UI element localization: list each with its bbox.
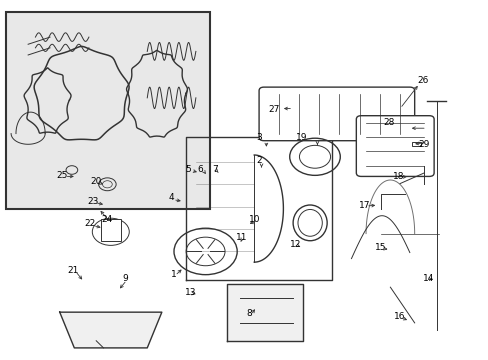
Text: 21: 21 — [67, 266, 79, 275]
FancyBboxPatch shape — [259, 87, 414, 141]
Text: 5: 5 — [185, 165, 191, 174]
Text: 18: 18 — [392, 172, 404, 181]
Polygon shape — [60, 312, 162, 348]
Text: 29: 29 — [418, 140, 429, 149]
Text: 4: 4 — [168, 193, 174, 202]
Text: 6: 6 — [198, 165, 203, 174]
Text: 19: 19 — [296, 133, 307, 142]
Bar — [101, 219, 120, 241]
Text: 14: 14 — [422, 274, 433, 283]
Polygon shape — [227, 284, 302, 341]
Text: 22: 22 — [84, 219, 95, 228]
Text: 25: 25 — [56, 171, 68, 180]
Text: 3: 3 — [256, 132, 262, 141]
Text: 17: 17 — [359, 201, 370, 210]
Text: 16: 16 — [393, 312, 405, 321]
Text: 26: 26 — [417, 76, 428, 85]
Bar — [6, 12, 210, 208]
Text: 24: 24 — [102, 215, 113, 224]
Text: 13: 13 — [185, 288, 196, 297]
Text: 28: 28 — [383, 118, 394, 127]
FancyBboxPatch shape — [356, 116, 433, 176]
Text: 7: 7 — [212, 165, 218, 174]
Text: 8: 8 — [246, 310, 252, 319]
Text: 9: 9 — [122, 274, 128, 283]
Text: 27: 27 — [267, 105, 279, 114]
Text: 12: 12 — [289, 240, 301, 249]
Text: 15: 15 — [374, 243, 386, 252]
Bar — [411, 142, 420, 146]
Text: 11: 11 — [236, 233, 247, 242]
Text: 23: 23 — [87, 197, 98, 206]
Text: 1: 1 — [171, 270, 177, 279]
Text: 2: 2 — [256, 156, 262, 165]
Text: 10: 10 — [248, 215, 260, 224]
Text: 20: 20 — [90, 177, 102, 186]
